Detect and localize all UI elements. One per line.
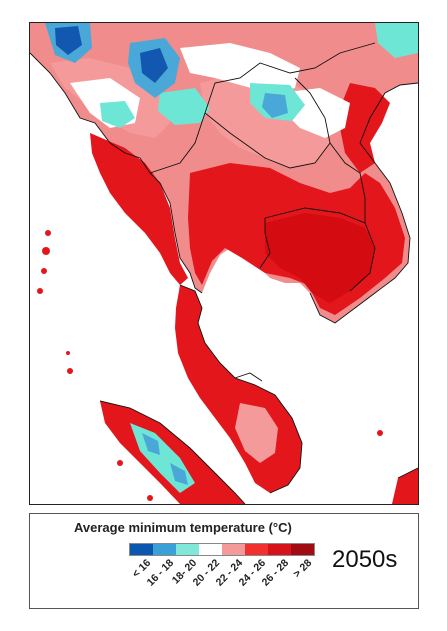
legend-swatch <box>222 544 245 555</box>
era-label: 2050s <box>332 546 398 573</box>
cool-zone-4 <box>100 101 135 128</box>
island <box>66 351 70 355</box>
coldest-zone-1 <box>55 26 82 55</box>
cold-zone-2 <box>262 93 288 118</box>
legend-labels: < 16 16 - 18 18- 20 20 - 22 22 - 24 24 - 26 26… <box>129 557 314 607</box>
island <box>41 268 47 274</box>
legend-swatch <box>268 544 291 555</box>
cool-zone-3 <box>375 23 418 58</box>
land-sumatra-cold-2 <box>170 463 188 485</box>
legend: Average minimum temperature (°C) < 16 16 … <box>29 513 419 609</box>
land-sumatra-cold <box>142 433 160 455</box>
legend-title: Average minimum temperature (°C) <box>74 520 292 535</box>
cool-zone-1 <box>158 88 210 125</box>
map-panel <box>29 22 419 505</box>
hot-zone-myanmar-coast <box>90 133 188 285</box>
legend-swatch <box>291 544 314 555</box>
island <box>377 430 383 436</box>
white-zone-north <box>180 43 300 93</box>
legend-swatch <box>153 544 176 555</box>
island <box>117 460 123 466</box>
country-borders <box>30 42 418 504</box>
land-borneo <box>392 468 418 504</box>
legend-swatch <box>176 544 199 555</box>
legend-class-label: > 28 <box>290 557 314 581</box>
legend-swatch <box>130 544 153 555</box>
island <box>37 288 43 294</box>
island <box>147 495 153 501</box>
island <box>67 368 73 374</box>
legend-color-bar <box>129 543 315 556</box>
legend-swatch <box>245 544 268 555</box>
island <box>42 247 50 255</box>
coldest-zone-2 <box>140 48 168 83</box>
hot-zone-cambodia <box>265 213 375 303</box>
legend-swatch <box>199 544 222 555</box>
temperature-map <box>30 23 418 504</box>
land-peninsula-pink <box>235 403 278 463</box>
island <box>45 230 51 236</box>
